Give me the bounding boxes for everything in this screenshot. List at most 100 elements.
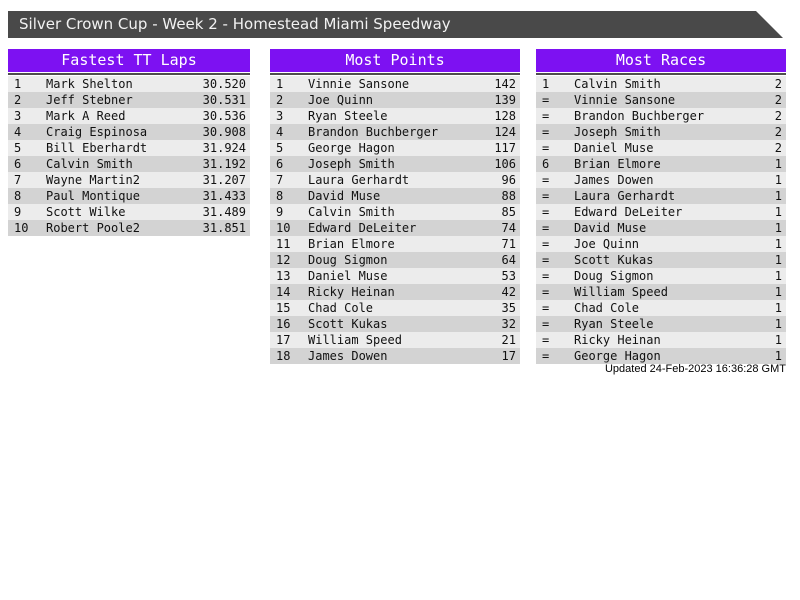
name-cell: Bill Eberhardt <box>46 141 148 155</box>
name-cell: Doug Sigmon <box>574 269 654 283</box>
name-cell: Edward DeLeiter <box>308 221 417 235</box>
name-cell: George Hagon <box>574 349 661 363</box>
name-cell: Joe Quinn <box>308 93 374 107</box>
table-row: = Ricky Heinan 1 <box>536 332 786 348</box>
rank-cell: = <box>542 189 550 203</box>
rank-cell: = <box>542 333 550 347</box>
name-cell: Wayne Martin2 <box>46 173 140 187</box>
rank-cell: 16 <box>276 317 291 331</box>
table-row: 7 Wayne Martin2 31.207 <box>8 172 250 188</box>
value-cell: 2 <box>774 93 782 107</box>
table-row: 17 William Speed 21 <box>270 332 520 348</box>
value-cell: 88 <box>501 189 516 203</box>
value-cell: 1 <box>774 269 782 283</box>
value-cell: 1 <box>774 349 782 363</box>
table-row: 18 James Dowen 17 <box>270 348 520 364</box>
leaderboard-fastest-tt-laps: Fastest TT Laps 1 Mark Shelton 30.520 2 Jeff… <box>8 49 250 236</box>
value-cell: 1 <box>774 285 782 299</box>
rank-cell: 1 <box>14 77 22 91</box>
rank-cell: 8 <box>14 189 22 203</box>
rank-cell: 15 <box>276 301 291 315</box>
value-cell: 53 <box>501 269 516 283</box>
rank-cell: 10 <box>276 221 291 235</box>
rank-cell: = <box>542 349 550 363</box>
table-row: 2 Joe Quinn 139 <box>270 92 520 108</box>
value-cell: 30.536 <box>202 109 246 123</box>
name-cell: David Muse <box>308 189 381 203</box>
table-row: = Laura Gerhardt 1 <box>536 188 786 204</box>
value-cell: 31.192 <box>202 157 246 171</box>
rank-cell: = <box>542 253 550 267</box>
table-row: 10 Edward DeLeiter 74 <box>270 220 520 236</box>
name-cell: William Speed <box>308 333 402 347</box>
name-cell: Robert Poole2 <box>46 221 140 235</box>
name-cell: Scott Wilke <box>46 205 126 219</box>
table-row: 3 Ryan Steele 128 <box>270 108 520 124</box>
rank-cell: 17 <box>276 333 291 347</box>
rank-cell: = <box>542 93 550 107</box>
rank-cell: = <box>542 237 550 251</box>
value-cell: 1 <box>774 317 782 331</box>
table-row: 6 Calvin Smith 31.192 <box>8 156 250 172</box>
name-cell: Vinnie Sansone <box>308 77 410 91</box>
rank-cell: = <box>542 109 550 123</box>
value-cell: 74 <box>501 221 516 235</box>
title-bar: Silver Crown Cup - Week 2 - Homestead Mi… <box>8 11 783 38</box>
table-row: 13 Daniel Muse 53 <box>270 268 520 284</box>
value-cell: 106 <box>494 157 516 171</box>
value-cell: 31.489 <box>202 205 246 219</box>
value-cell: 1 <box>774 173 782 187</box>
name-cell: Calvin Smith <box>308 205 395 219</box>
value-cell: 128 <box>494 109 516 123</box>
name-cell: Doug Sigmon <box>308 253 388 267</box>
table-row: 5 George Hagon 117 <box>270 140 520 156</box>
table-row: 7 Laura Gerhardt 96 <box>270 172 520 188</box>
name-cell: Edward DeLeiter <box>574 205 683 219</box>
name-cell: David Muse <box>574 221 647 235</box>
table-row: 16 Scott Kukas 32 <box>270 316 520 332</box>
name-cell: Ryan Steele <box>308 109 388 123</box>
rank-cell: 13 <box>276 269 291 283</box>
rank-cell: = <box>542 125 550 139</box>
leaderboard-most-races: Most Races 1 Calvin Smith 2 = Vinnie Sansone… <box>536 49 786 364</box>
value-cell: 1 <box>774 253 782 267</box>
page-title: Silver Crown Cup - Week 2 - Homestead Mi… <box>19 15 451 33</box>
rank-cell: 6 <box>542 157 550 171</box>
name-cell: Brandon Buchberger <box>574 109 705 123</box>
table-row: 8 David Muse 88 <box>270 188 520 204</box>
rank-cell: 1 <box>276 77 284 91</box>
table-row: = James Dowen 1 <box>536 172 786 188</box>
table-row: 6 Joseph Smith 106 <box>270 156 520 172</box>
value-cell: 71 <box>501 237 516 251</box>
value-cell: 139 <box>494 93 516 107</box>
name-cell: Jeff Stebner <box>46 93 133 107</box>
value-cell: 117 <box>494 141 516 155</box>
rank-cell: 11 <box>276 237 291 251</box>
rank-cell: = <box>542 173 550 187</box>
value-cell: 1 <box>774 237 782 251</box>
rank-cell: 4 <box>276 125 284 139</box>
value-cell: 32 <box>501 317 516 331</box>
board-body-most-points: 1 Vinnie Sansone 142 2 Joe Quinn 139 3 Ryan Ste… <box>270 73 520 364</box>
board-body-fastest-tt-laps: 1 Mark Shelton 30.520 2 Jeff Stebner 30.531 3 M… <box>8 73 250 236</box>
table-row: = William Speed 1 <box>536 284 786 300</box>
table-row: 14 Ricky Heinan 42 <box>270 284 520 300</box>
table-row: 4 Brandon Buchberger 124 <box>270 124 520 140</box>
value-cell: 42 <box>501 285 516 299</box>
rank-cell: 10 <box>14 221 29 235</box>
name-cell: Ricky Heinan <box>574 333 661 347</box>
rank-cell: 6 <box>14 157 22 171</box>
name-cell: Scott Kukas <box>308 317 388 331</box>
table-row: = Chad Cole 1 <box>536 300 786 316</box>
rank-cell: 5 <box>14 141 22 155</box>
table-row: = Scott Kukas 1 <box>536 252 786 268</box>
table-row: = Joseph Smith 2 <box>536 124 786 140</box>
rank-cell: = <box>542 285 550 299</box>
table-row: 2 Jeff Stebner 30.531 <box>8 92 250 108</box>
table-row: 11 Brian Elmore 71 <box>270 236 520 252</box>
rank-cell: 6 <box>276 157 284 171</box>
table-row: 9 Calvin Smith 85 <box>270 204 520 220</box>
name-cell: Chad Cole <box>308 301 374 315</box>
value-cell: 2 <box>774 141 782 155</box>
name-cell: George Hagon <box>308 141 395 155</box>
